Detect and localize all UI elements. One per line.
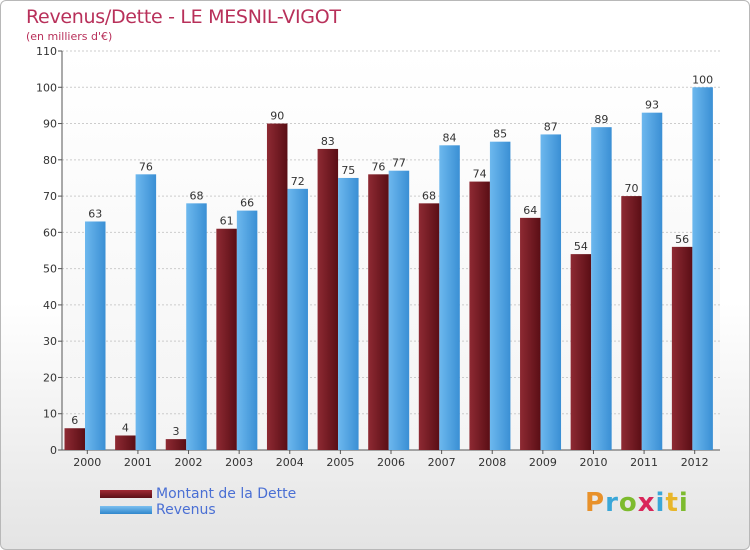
data-label-dette: 83 bbox=[321, 135, 335, 148]
x-tick-label: 2007 bbox=[428, 456, 456, 469]
bar-dette bbox=[216, 228, 237, 450]
data-label-revenus: 89 bbox=[594, 113, 608, 126]
legend-swatch-revenus bbox=[100, 506, 152, 514]
data-label-dette: 54 bbox=[574, 240, 588, 253]
data-label-dette: 64 bbox=[523, 204, 537, 217]
chart-title: Revenus/Dette - LE MESNIL-VIGOT bbox=[26, 6, 341, 28]
x-tick-label: 2010 bbox=[579, 456, 607, 469]
y-tick-label: 50 bbox=[43, 263, 57, 276]
logo-letter: r bbox=[605, 488, 619, 518]
bar-dette bbox=[266, 123, 288, 450]
bar-dette bbox=[64, 428, 85, 450]
data-label-revenus: 77 bbox=[392, 157, 406, 170]
bar-revenus bbox=[85, 221, 106, 450]
bar-revenus bbox=[135, 174, 157, 450]
y-tick-label: 20 bbox=[43, 371, 57, 384]
data-label-revenus: 68 bbox=[189, 189, 203, 202]
data-label-dette: 3 bbox=[172, 425, 179, 438]
data-label-revenus: 100 bbox=[692, 73, 713, 86]
data-label-dette: 61 bbox=[220, 215, 234, 228]
bar-revenus bbox=[489, 141, 511, 450]
y-tick-label: 70 bbox=[43, 190, 57, 203]
legend-label-dette: Montant de la Dette bbox=[156, 486, 297, 502]
y-tick-label: 80 bbox=[43, 154, 57, 167]
bar-dette bbox=[115, 435, 136, 450]
x-tick-label: 2012 bbox=[681, 456, 709, 469]
data-label-revenus: 76 bbox=[139, 160, 153, 173]
proxiti-logo: Proxiti bbox=[585, 488, 689, 518]
x-tick-label: 2001 bbox=[124, 456, 152, 469]
data-label-revenus: 85 bbox=[493, 128, 507, 141]
bar-revenus bbox=[439, 145, 460, 451]
bar-revenus bbox=[186, 203, 207, 450]
y-tick-label: 100 bbox=[36, 81, 57, 94]
y-tick-label: 0 bbox=[50, 444, 57, 457]
logo-letter: i bbox=[678, 488, 689, 518]
y-tick-label: 30 bbox=[43, 335, 57, 348]
data-label-dette: 68 bbox=[422, 189, 436, 202]
x-tick-label: 2008 bbox=[478, 456, 506, 469]
x-tick-label: 2004 bbox=[276, 456, 304, 469]
logo-letter: P bbox=[585, 488, 606, 518]
logo-letter: x bbox=[637, 488, 656, 518]
x-tick-label: 2006 bbox=[377, 456, 405, 469]
bar-revenus bbox=[338, 177, 359, 451]
data-label-dette: 6 bbox=[71, 414, 78, 427]
y-tick-label: 60 bbox=[43, 226, 57, 239]
bar-revenus bbox=[388, 170, 410, 450]
legend-swatch-dette bbox=[100, 490, 152, 498]
data-label-revenus: 84 bbox=[443, 131, 457, 144]
bar-dette bbox=[368, 174, 389, 450]
bar-revenus bbox=[641, 112, 663, 450]
logo-letter: o bbox=[618, 488, 638, 518]
logo-letter: i bbox=[655, 488, 666, 518]
chart-subtitle: (en milliers d'€) bbox=[26, 30, 113, 43]
x-tick-label: 2003 bbox=[225, 456, 253, 469]
data-label-dette: 90 bbox=[270, 110, 284, 123]
data-label-dette: 74 bbox=[473, 168, 487, 181]
x-tick-label: 2002 bbox=[175, 456, 203, 469]
y-tick-label: 40 bbox=[43, 299, 57, 312]
bar-dette bbox=[317, 148, 339, 450]
data-label-dette: 76 bbox=[371, 160, 385, 173]
y-tick-label: 10 bbox=[43, 408, 57, 421]
x-tick-label: 2005 bbox=[326, 456, 354, 469]
y-tick-label: 90 bbox=[43, 118, 57, 131]
bar-dette bbox=[621, 196, 642, 450]
legend-item-revenus: Revenus bbox=[100, 502, 296, 518]
data-label-revenus: 87 bbox=[544, 120, 558, 133]
data-label-revenus: 93 bbox=[645, 99, 659, 112]
bar-dette bbox=[570, 254, 592, 450]
data-label-revenus: 72 bbox=[291, 175, 305, 188]
y-tick-label: 110 bbox=[36, 45, 57, 58]
bar-dette bbox=[418, 203, 440, 450]
x-tick-label: 2000 bbox=[73, 456, 101, 469]
data-label-dette: 56 bbox=[675, 233, 689, 246]
x-tick-label: 2009 bbox=[529, 456, 557, 469]
logo-letter: t bbox=[665, 488, 679, 518]
bar-revenus bbox=[692, 87, 713, 450]
bar-revenus bbox=[591, 127, 612, 450]
bar-dette bbox=[520, 217, 541, 450]
data-label-revenus: 66 bbox=[240, 197, 254, 210]
legend-item-dette: Montant de la Dette bbox=[100, 486, 296, 502]
data-label-revenus: 63 bbox=[88, 207, 102, 220]
bar-revenus bbox=[236, 210, 258, 450]
bar-revenus bbox=[540, 134, 562, 450]
bar-revenus bbox=[287, 188, 308, 450]
bar-dette bbox=[671, 246, 693, 450]
data-label-dette: 4 bbox=[122, 421, 129, 434]
legend: Montant de la Dette Revenus bbox=[100, 486, 296, 518]
data-label-dette: 70 bbox=[625, 182, 639, 195]
legend-label-revenus: Revenus bbox=[156, 502, 216, 518]
bar-dette bbox=[469, 181, 490, 450]
x-tick-label: 2011 bbox=[630, 456, 658, 469]
bar-dette bbox=[165, 439, 187, 450]
data-label-revenus: 75 bbox=[341, 164, 355, 177]
